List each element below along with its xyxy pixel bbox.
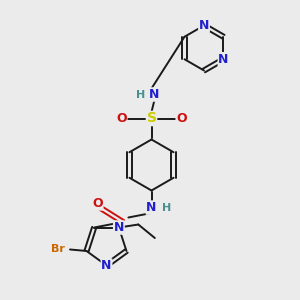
Text: H: H [136, 89, 146, 100]
Text: O: O [116, 112, 127, 125]
Text: N: N [199, 19, 209, 32]
Text: N: N [101, 259, 112, 272]
Text: N: N [114, 221, 124, 234]
Text: O: O [92, 197, 103, 210]
Text: H: H [162, 202, 171, 213]
Text: N: N [149, 88, 160, 101]
Text: S: S [146, 112, 157, 125]
Text: O: O [176, 112, 187, 125]
Text: Br: Br [51, 244, 65, 254]
Text: N: N [146, 201, 157, 214]
Text: N: N [218, 53, 229, 66]
